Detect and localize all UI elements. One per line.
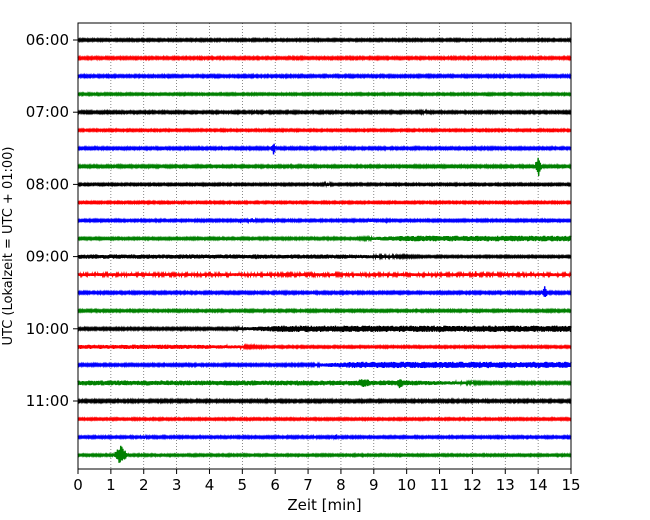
x-tick-label: 5 <box>238 476 248 494</box>
x-tick-label: 8 <box>336 476 346 494</box>
seismogram-trace-0715 <box>77 127 572 134</box>
seismogram-trace-0830 <box>77 216 572 225</box>
plot-frame <box>77 22 572 470</box>
seismogram-trace-1145 <box>77 445 572 463</box>
x-tick-label: 9 <box>369 476 379 494</box>
seismogram-trace-0815 <box>77 199 572 206</box>
plot-background <box>78 23 571 469</box>
x-gridlines <box>110 23 539 469</box>
x-tick-label: 11 <box>430 476 449 494</box>
y-tick-label: 10:00 <box>26 320 69 338</box>
x-axis-ticks: 0 1 2 3 4 5 6 7 8 9 10 11 12 13 14 15 <box>73 469 581 494</box>
seismogram-trace-0700 <box>77 108 572 117</box>
seismogram-trace-1045 <box>77 379 572 389</box>
x-tick-label: 1 <box>106 476 116 494</box>
seismogram-trace-0845 <box>77 234 572 243</box>
seismogram-trace-0730 <box>77 143 572 155</box>
seismogram-trace-0930 <box>77 286 572 298</box>
x-tick-label: 7 <box>303 476 313 494</box>
y-tick-label: 08:00 <box>26 175 69 193</box>
y-tick-label: 11:00 <box>26 392 69 410</box>
seismogram-trace-0600 <box>77 36 572 44</box>
seismogram-trace-1000 <box>77 325 572 333</box>
x-tick-label: 3 <box>172 476 182 494</box>
seismogram-trace-1015 <box>77 342 572 351</box>
seismogram-trace-1130 <box>77 433 572 441</box>
seismogram-trace-0900 <box>77 252 572 261</box>
seismogram-trace-0800 <box>77 180 572 188</box>
seismogram-trace-0745 <box>77 157 572 176</box>
seismogram-trace-0645 <box>77 91 572 98</box>
y-tick-label: 06:00 <box>26 31 69 49</box>
x-tick-label: 14 <box>529 476 548 494</box>
x-tick-label: 4 <box>205 476 215 494</box>
seismogram-trace-0615 <box>77 54 572 62</box>
y-axis-label: UTC (Lokalzeit = UTC + 01:00) <box>1 147 16 346</box>
x-tick-label: 10 <box>397 476 416 494</box>
seismogram-trace-0915 <box>77 270 572 279</box>
x-tick-label: 6 <box>270 476 280 494</box>
seismogram-traces <box>77 36 572 463</box>
x-tick-label: 15 <box>561 476 580 494</box>
x-tick-label: 13 <box>496 476 515 494</box>
seismogram-trace-0630 <box>77 72 572 80</box>
x-tick-label: 2 <box>139 476 149 494</box>
x-tick-label: 12 <box>463 476 482 494</box>
seismogram-trace-0945 <box>77 307 572 315</box>
x-axis-label: Zeit [min] <box>287 496 361 514</box>
x-tick-label: 0 <box>73 476 83 494</box>
y-tick-label: 07:00 <box>26 103 69 121</box>
seismogram-trace-1100 <box>77 397 572 405</box>
seismogram-trace-1115 <box>77 415 572 423</box>
y-tick-label: 09:00 <box>26 248 69 266</box>
y-axis-ticks: 06:00 07:00 08:00 09:00 10:00 11:00 <box>26 31 78 410</box>
seismogram-trace-1030 <box>77 361 572 369</box>
